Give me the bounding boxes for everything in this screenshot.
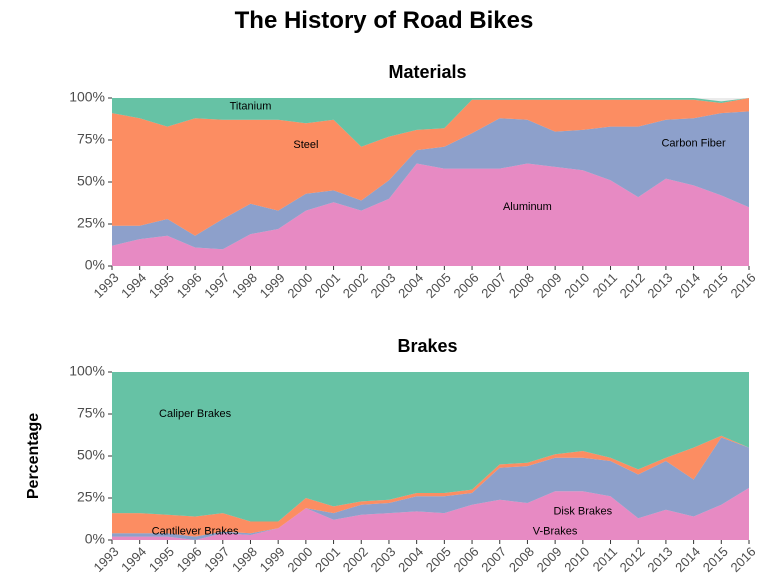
area-label-caliper-brakes: Caliper Brakes xyxy=(159,408,232,420)
x-tick-label: 2003 xyxy=(367,270,398,301)
area-label-v-brakes: V-Brakes xyxy=(533,526,578,538)
area-disk-brakes xyxy=(112,437,749,540)
x-tick-label: 2013 xyxy=(644,544,675,575)
x-tick-label: 1995 xyxy=(146,270,177,301)
x-tick-label: 2002 xyxy=(340,544,371,575)
x-tick-label: 1999 xyxy=(257,270,288,301)
x-tick-label: 1994 xyxy=(118,270,149,301)
y-tick-label: 50% xyxy=(77,447,105,463)
x-tick-label: 2000 xyxy=(284,270,315,301)
x-tick-label: 2005 xyxy=(423,544,454,575)
x-tick-label: 1998 xyxy=(229,544,260,575)
x-tick-label: 2013 xyxy=(644,270,675,301)
materials-title: Materials xyxy=(388,62,466,82)
area-steel xyxy=(112,98,749,236)
x-tick-label: 2009 xyxy=(534,270,565,301)
main-title: The History of Road Bikes xyxy=(235,7,534,34)
x-tick-label: 2012 xyxy=(617,544,648,575)
x-tick-label: 2010 xyxy=(561,270,592,301)
x-tick-label: 2007 xyxy=(478,544,509,575)
x-tick-label: 2014 xyxy=(672,544,703,575)
x-tick-label: 1994 xyxy=(118,544,149,575)
y-tick-label: 0% xyxy=(85,531,105,547)
x-tick-label: 2015 xyxy=(700,270,731,301)
x-tick-label: 1995 xyxy=(146,544,177,575)
area-aluminum xyxy=(112,163,749,266)
area-cantilever-brakes xyxy=(112,435,749,537)
x-tick-label: 2007 xyxy=(478,270,509,301)
area-label-steel: Steel xyxy=(293,139,318,151)
x-tick-label: 1993 xyxy=(90,544,121,575)
x-tick-label: 2012 xyxy=(617,270,648,301)
area-carbon-fiber xyxy=(112,111,749,250)
area-label-carbon-fiber: Carbon Fiber xyxy=(661,137,726,149)
x-tick-label: 2006 xyxy=(451,544,482,575)
x-tick-label: 2000 xyxy=(284,544,315,575)
x-tick-label: 2014 xyxy=(672,270,703,301)
x-tick-label: 2004 xyxy=(395,270,426,301)
x-tick-label: 2004 xyxy=(395,544,426,575)
x-tick-label: 2001 xyxy=(312,544,343,575)
area-label-titanium: Titanium xyxy=(230,100,272,112)
y-tick-label: 25% xyxy=(77,215,105,231)
x-tick-label: 1997 xyxy=(201,544,232,575)
x-tick-label: 2005 xyxy=(423,270,454,301)
y-axis-label: Percentage xyxy=(25,413,42,499)
brakes-panel: Brakes V-Brakes Disk Brakes Cantilever Brak… xyxy=(69,336,758,575)
x-tick-label: 2016 xyxy=(727,544,758,575)
area-label-aluminum: Aluminum xyxy=(503,201,552,213)
x-tick-label: 1996 xyxy=(174,544,205,575)
x-tick-label: 2003 xyxy=(367,544,398,575)
area-caliper-brakes xyxy=(112,372,749,522)
y-tick-label: 50% xyxy=(77,173,105,189)
x-tick-label: 1996 xyxy=(174,270,205,301)
x-tick-label: 2016 xyxy=(727,270,758,301)
x-tick-label: 2010 xyxy=(561,544,592,575)
x-tick-label: 2008 xyxy=(506,544,537,575)
x-tick-label: 1999 xyxy=(257,544,288,575)
x-tick-label: 2008 xyxy=(506,270,537,301)
x-tick-label: 1993 xyxy=(90,270,121,301)
x-tick-label: 2011 xyxy=(590,544,620,574)
brakes-title: Brakes xyxy=(397,336,457,356)
y-tick-label: 0% xyxy=(85,257,105,273)
area-v-brakes xyxy=(112,487,749,540)
x-tick-label: 1998 xyxy=(229,270,260,301)
area-label-cantilever-brakes: Cantilever Brakes xyxy=(152,526,239,538)
y-tick-label: 75% xyxy=(77,131,105,147)
x-tick-label: 2002 xyxy=(340,270,371,301)
area-titanium xyxy=(112,98,749,147)
x-tick-label: 2009 xyxy=(534,544,565,575)
y-tick-label: 75% xyxy=(77,405,105,421)
y-tick-label: 100% xyxy=(69,89,105,105)
materials-panel: Materials Aluminum Carbon Fiber Steel Titani… xyxy=(69,62,758,301)
x-tick-label: 2001 xyxy=(312,270,343,301)
y-tick-label: 25% xyxy=(77,489,105,505)
area-label-disk-brakes: Disk Brakes xyxy=(553,505,612,517)
x-tick-label: 2015 xyxy=(700,544,731,575)
x-tick-label: 1997 xyxy=(201,270,232,301)
x-tick-label: 2006 xyxy=(451,270,482,301)
y-tick-label: 100% xyxy=(69,363,105,379)
x-tick-label: 2011 xyxy=(590,270,620,300)
